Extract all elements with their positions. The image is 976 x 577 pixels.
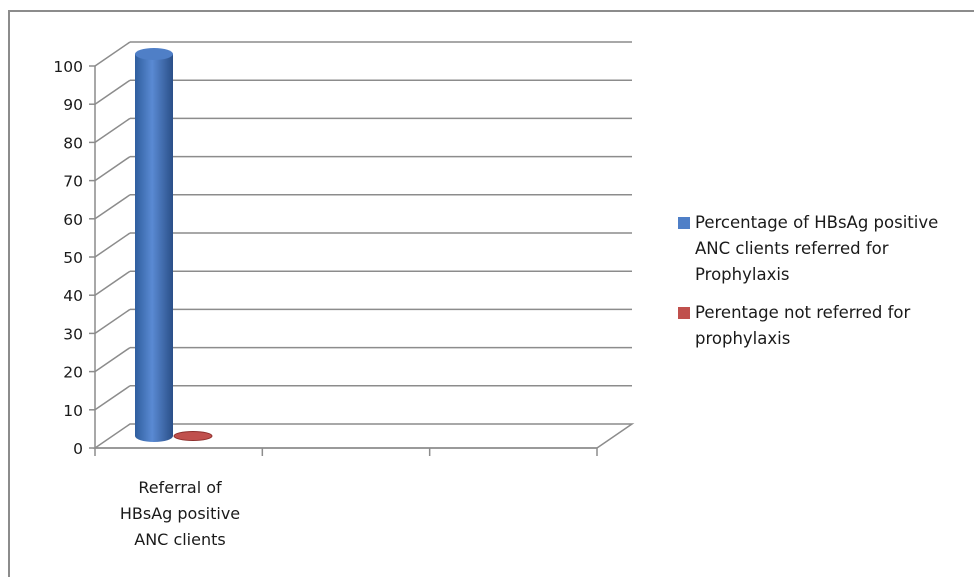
y-tick-label: 90: [63, 96, 83, 114]
legend-line: Prophylaxis: [695, 265, 790, 284]
y-tick-label: 10: [63, 402, 83, 420]
legend-label-not-referred: Perentage not referred for prophylaxis: [695, 300, 910, 352]
x-category-label-line: Referral of: [138, 478, 222, 497]
bar-not-referred: [173, 431, 213, 441]
y-tick-label: 80: [63, 134, 83, 152]
gridline-side: [94, 117, 131, 144]
y-tick-label: 50: [63, 249, 83, 267]
legend-swatch-referred: [678, 217, 690, 229]
gridline-side: [94, 232, 131, 258]
gridline-side: [94, 308, 131, 335]
x-category-label-line: HBsAg positive: [119, 504, 241, 523]
legend-line: ANC clients referred for: [695, 239, 889, 258]
x-category-label: Referral of HBsAg positive ANC clients: [100, 475, 260, 553]
legend-item-not-referred: Perentage not referred for prophylaxis: [678, 300, 973, 352]
gridline-side: [94, 155, 131, 182]
gridline-side: [94, 41, 131, 67]
gridline-side: [94, 346, 131, 373]
gridline-side: [94, 79, 131, 105]
y-tick-label: 100: [53, 58, 83, 76]
chart-legend: Percentage of HBsAg positive ANC clients…: [678, 210, 973, 364]
bar-referred: [135, 54, 173, 442]
y-tick-label: 0: [73, 440, 83, 458]
legend-line: prophylaxis: [695, 329, 791, 348]
y-tick-label: 40: [63, 287, 83, 305]
y-tick-label: 30: [63, 325, 83, 343]
gridline-side: [94, 385, 131, 411]
gridline-side: [94, 194, 131, 220]
legend-line: Perentage not referred for: [695, 303, 911, 322]
legend-swatch-not-referred: [678, 307, 690, 319]
y-tick-label: 20: [63, 364, 83, 382]
y-tick-label: 70: [63, 173, 83, 191]
legend-item-referred: Percentage of HBsAg positive ANC clients…: [678, 210, 973, 288]
bar-referred-top: [135, 48, 173, 60]
y-tick-label: 60: [63, 211, 83, 229]
legend-line: Percentage of HBsAg positive: [695, 213, 939, 232]
x-category-label-line: ANC clients: [134, 530, 226, 549]
chart-frame: [8, 10, 974, 577]
gridline-side: [94, 270, 131, 296]
legend-label-referred: Percentage of HBsAg positive ANC clients…: [695, 210, 938, 288]
